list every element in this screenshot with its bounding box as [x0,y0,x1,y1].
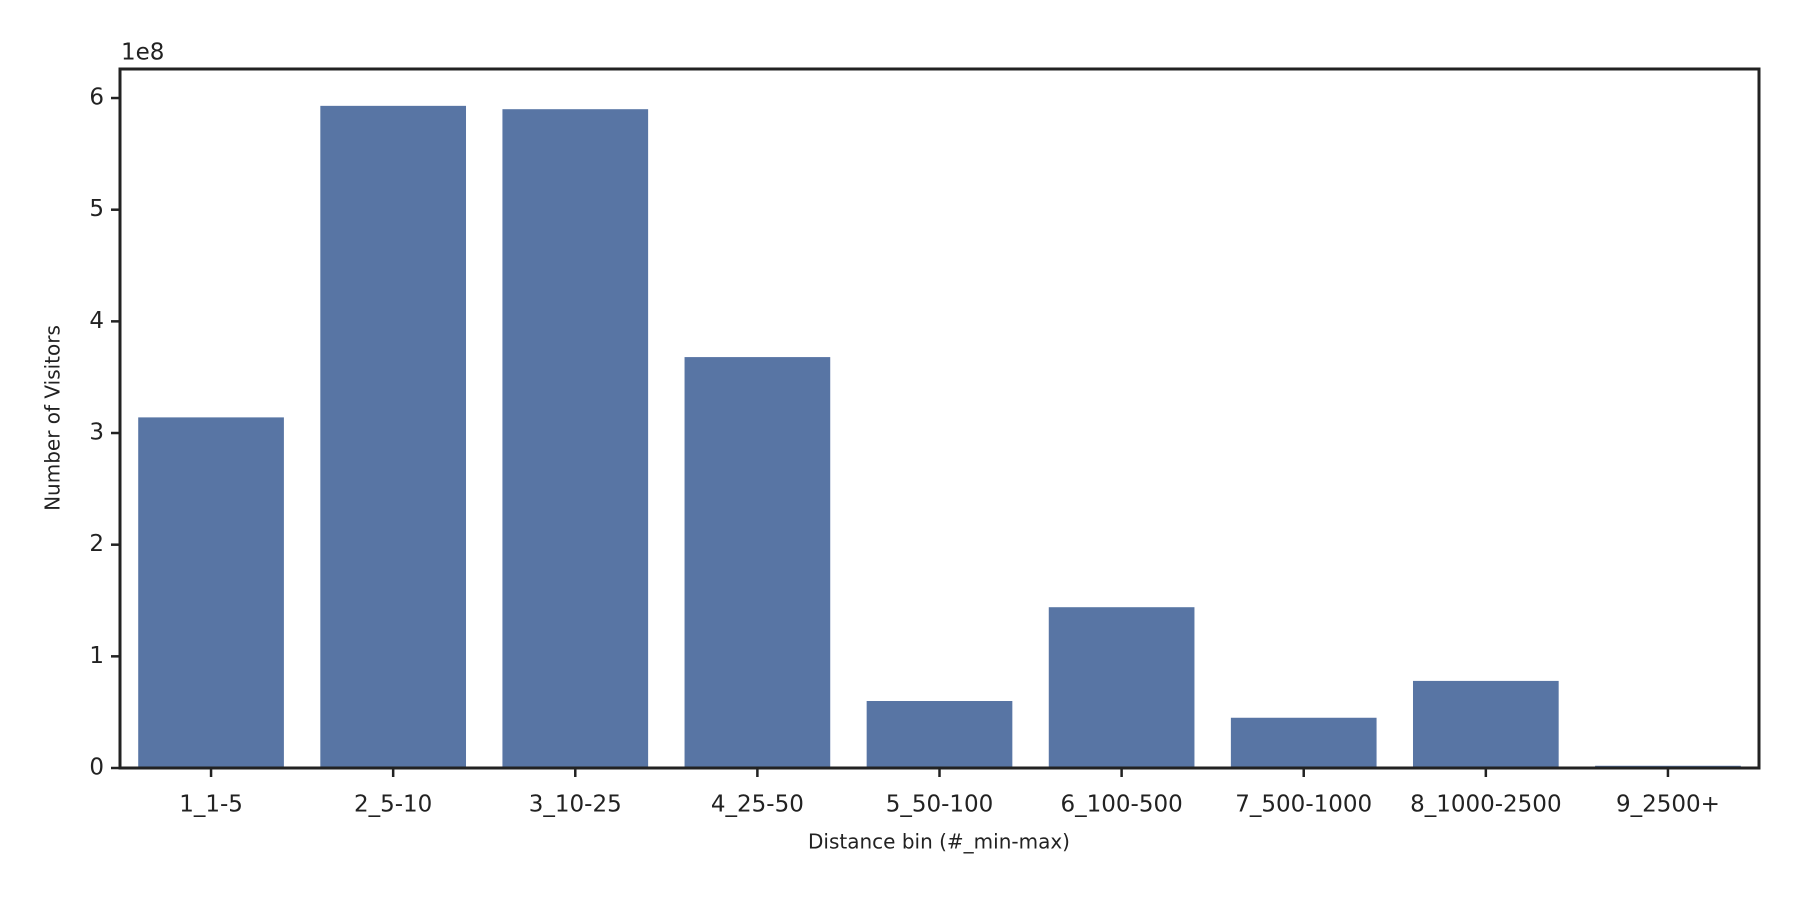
x-tick-label: 8_1000-2500 [1410,792,1562,818]
y-tick-label: 6 [89,85,104,111]
y-tick-label: 4 [89,308,104,334]
bar [1412,680,1559,768]
bar [502,109,649,769]
bar [866,701,1013,768]
bar [684,357,831,768]
y-offset-label: 1e8 [121,40,164,66]
x-tick-label: 7_500-1000 [1235,792,1372,818]
y-tick-label: 2 [89,531,104,557]
bar [1230,717,1377,768]
y-tick-label: 1 [89,643,104,669]
x-tick-label: 9_2500+ [1616,792,1720,818]
bar [138,417,284,768]
x-axis-label: Distance bin (#_min-max) [808,830,1070,854]
y-tick-label: 0 [89,755,104,781]
plot-frame [118,67,1761,770]
x-tick-label: 4_25-50 [711,792,804,818]
bar [1048,607,1195,768]
x-tick-label: 1_1-5 [179,792,243,818]
x-tick-label: 2_5-10 [354,792,432,818]
y-tick-label: 3 [89,420,104,446]
x-tick-label: 3_10-25 [529,792,622,818]
x-tick-label: 6_100-500 [1060,792,1182,818]
y-tick-label: 5 [89,196,104,222]
bar [320,105,467,768]
x-tick-label: 5_50-100 [886,792,994,818]
y-axis-label: Number of Visitors [41,325,65,511]
